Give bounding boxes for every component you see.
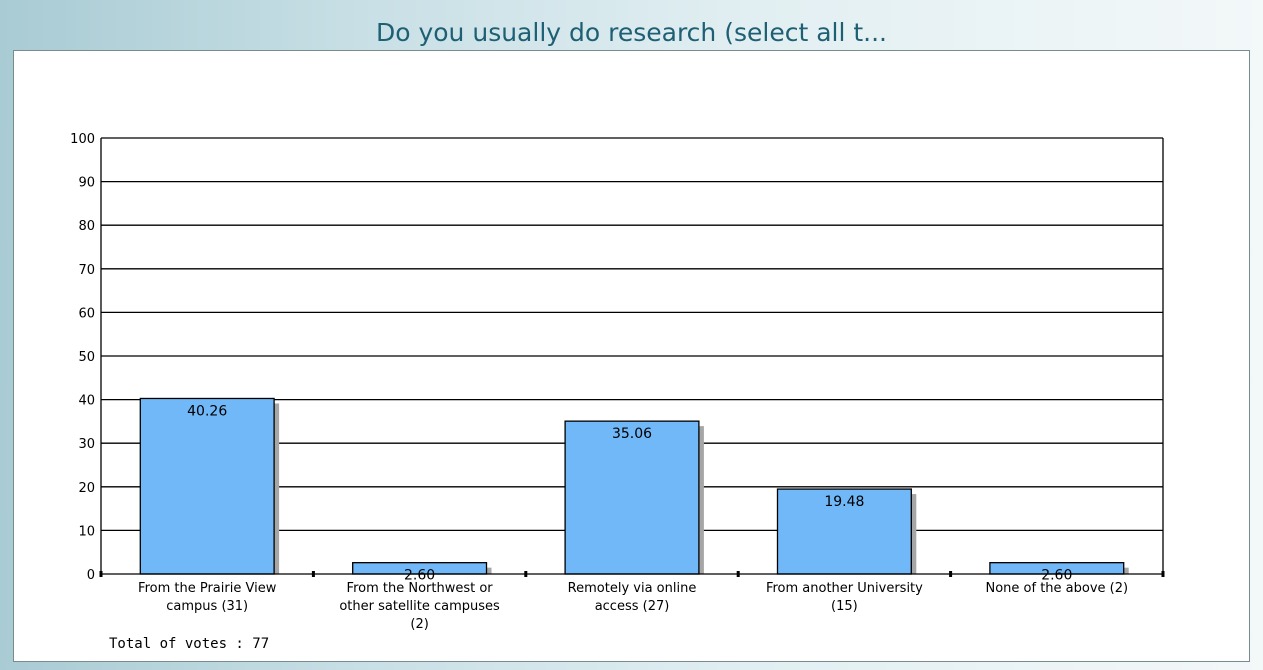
y-tick-label: 100 [70, 132, 95, 147]
x-tick-label: None of the above (2) [986, 581, 1129, 596]
y-tick-label: 40 [78, 394, 95, 409]
y-tick-label: 10 [78, 524, 95, 539]
x-tick-label: From another University [766, 581, 923, 596]
y-tick-label: 80 [78, 219, 95, 234]
x-tick-label: campus (31) [166, 599, 248, 614]
bars: 40.26 2.60 35.06 19.48 2.60 [139, 397, 1129, 584]
x-tick-label: Remotely via online [568, 581, 697, 596]
bar [564, 420, 700, 575]
y-tick-label: 50 [78, 350, 95, 365]
x-tick-label: (15) [831, 599, 858, 614]
y-tick-label: 20 [78, 481, 95, 496]
total-votes: Total of votes : 77 [109, 636, 270, 652]
y-tick-label: 60 [78, 306, 95, 321]
x-tick-label: From the Prairie View [138, 581, 277, 596]
y-tick-label: 0 [87, 568, 95, 583]
bar-value-label: 40.26 [187, 403, 227, 419]
axes: 0 10 20 30 40 50 60 70 80 90 100 From the Prairie V… [70, 132, 1165, 632]
y-tick-label: 70 [78, 263, 95, 278]
bar [139, 397, 275, 575]
chart-title: Do you usually do research (select all t… [375, 18, 888, 47]
bar-value-label: 19.48 [824, 494, 864, 510]
bar-value-label: 35.06 [612, 426, 652, 442]
x-tick-label: (2) [410, 617, 428, 632]
bar [776, 488, 912, 575]
x-tick-label: access (27) [595, 599, 670, 614]
bar-value-label: 2.60 [1041, 568, 1072, 584]
y-tick-label: 90 [78, 176, 95, 191]
y-tick-label: 30 [78, 437, 95, 452]
x-tick-label: other satellite campuses [339, 599, 500, 614]
bar-value-label: 2.60 [404, 568, 435, 584]
x-tick-label: From the Northwest or [347, 581, 494, 596]
